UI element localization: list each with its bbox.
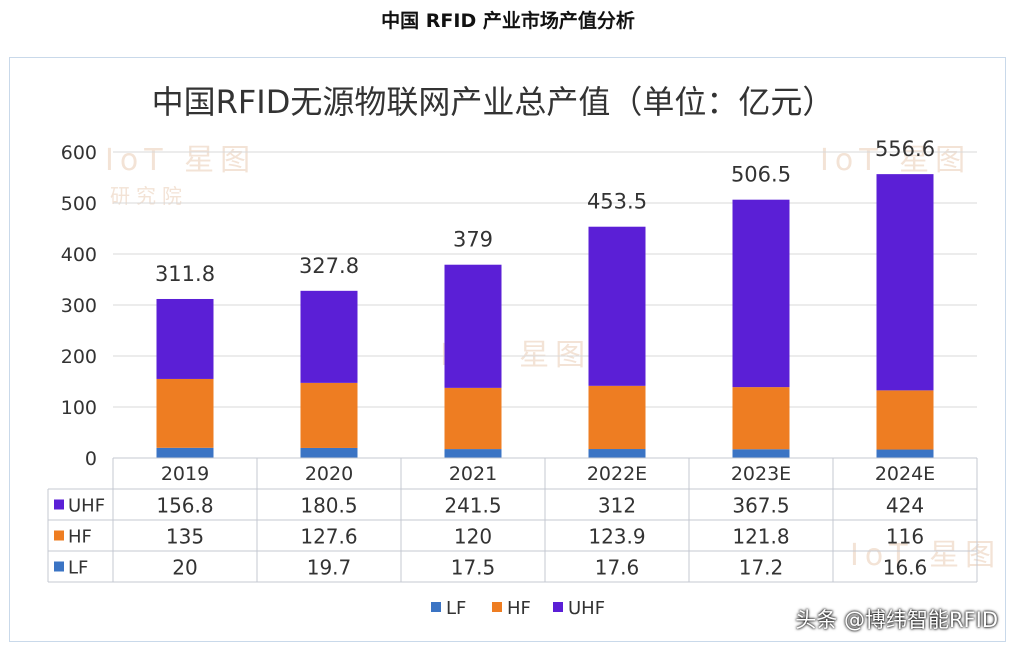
credit-text: 头条 @博纬智能RFID xyxy=(795,608,998,632)
table-cell: 116 xyxy=(886,525,924,549)
bar-uhf xyxy=(300,290,358,383)
table-legend-key xyxy=(54,561,64,572)
x-tick-label: 2020 xyxy=(305,463,353,485)
legend-label: HF xyxy=(507,598,531,619)
y-tick-label: 400 xyxy=(61,244,97,266)
legend-label: UHF xyxy=(568,598,605,619)
x-tick-label: 2021 xyxy=(449,463,497,485)
table-cell: 20 xyxy=(172,556,197,580)
table-legend-key xyxy=(54,530,64,541)
bar-uhf xyxy=(156,298,214,379)
bar-hf xyxy=(444,387,502,450)
total-label: 556.6 xyxy=(875,137,935,161)
bar-lf xyxy=(876,449,934,458)
bar-hf xyxy=(300,382,358,448)
bar-lf xyxy=(588,449,646,458)
bar-uhf xyxy=(444,264,502,388)
table-cell: 17.5 xyxy=(451,556,496,580)
table-cell: 19.7 xyxy=(307,556,352,580)
y-tick-label: 100 xyxy=(61,397,97,419)
table-cell: 312 xyxy=(598,494,636,518)
y-tick-label: 200 xyxy=(61,346,97,368)
bar-lf xyxy=(732,449,790,458)
total-label: 311.8 xyxy=(155,262,215,286)
table-cell: 241.5 xyxy=(444,494,501,518)
y-tick-label: 300 xyxy=(61,295,97,317)
table-row-label: LF xyxy=(68,558,88,579)
total-label: 379 xyxy=(453,228,493,252)
bar-uhf xyxy=(732,199,790,388)
y-tick-label: 0 xyxy=(85,448,97,470)
bar-uhf xyxy=(876,174,934,391)
chart-title: 中国RFID无源物联网产业总产值（单位：亿元） xyxy=(152,83,835,121)
table-cell: 127.6 xyxy=(300,525,357,549)
legend-label: LF xyxy=(446,598,466,619)
table-cell: 156.8 xyxy=(156,494,213,518)
watermark: IoT 星图 xyxy=(105,143,257,178)
table-cell: 424 xyxy=(886,494,924,518)
legend-key-hf xyxy=(492,602,502,612)
bar-uhf xyxy=(588,226,646,386)
x-tick-label: 2022E xyxy=(587,463,647,485)
bar-lf xyxy=(300,447,358,458)
table-cell: 135 xyxy=(166,525,204,549)
bar-hf xyxy=(732,387,790,450)
bar-hf xyxy=(876,390,934,450)
x-tick-label: 2023E xyxy=(731,463,791,485)
bar-lf xyxy=(156,447,214,458)
table-cell: 17.6 xyxy=(595,556,640,580)
table-row-label: UHF xyxy=(68,496,105,517)
x-tick-label: 2019 xyxy=(161,463,209,485)
y-tick-label: 600 xyxy=(61,142,97,164)
watermark: 研究院 xyxy=(110,184,188,208)
table-cell: 120 xyxy=(454,525,492,549)
legend-key-uhf xyxy=(553,602,563,612)
table-cell: 180.5 xyxy=(300,494,357,518)
table-cell: 123.9 xyxy=(588,525,645,549)
bar-hf xyxy=(588,385,646,450)
total-label: 327.8 xyxy=(299,254,359,278)
table-cell: 367.5 xyxy=(732,494,789,518)
watermark: IoT 星图 xyxy=(820,143,972,178)
page-title: 中国 RFID 产业市场产值分析 xyxy=(381,10,635,32)
table-cell: 16.6 xyxy=(883,556,928,580)
total-label: 506.5 xyxy=(731,163,791,187)
x-tick-label: 2024E xyxy=(875,463,935,485)
table-cell: 121.8 xyxy=(732,525,789,549)
y-tick-label: 500 xyxy=(61,193,97,215)
bar-lf xyxy=(444,449,502,458)
legend-key-lf xyxy=(431,602,441,612)
table-cell: 17.2 xyxy=(739,556,784,580)
table-row-label: HF xyxy=(68,527,92,548)
bar-hf xyxy=(156,378,214,448)
table-legend-key xyxy=(54,499,64,510)
total-label: 453.5 xyxy=(587,190,647,214)
watermark: IoT 星图 xyxy=(850,538,1002,573)
